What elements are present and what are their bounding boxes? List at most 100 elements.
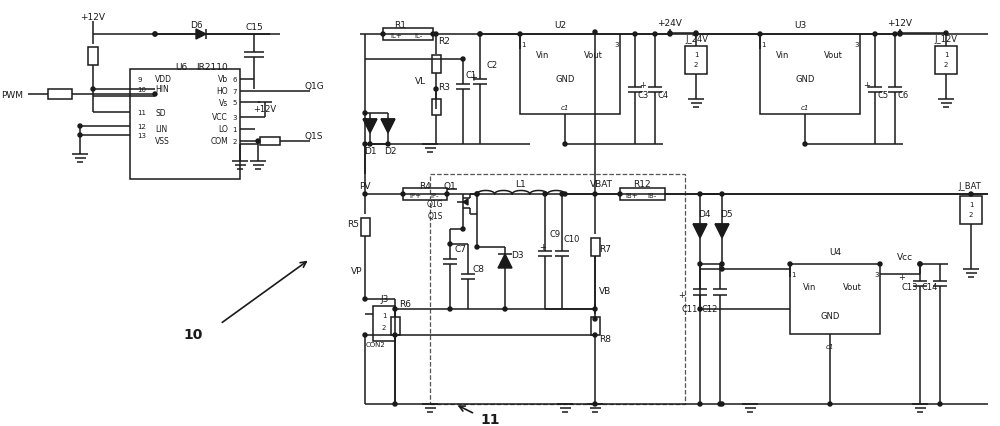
- Circle shape: [694, 32, 698, 36]
- Circle shape: [698, 193, 702, 196]
- Text: J_12V: J_12V: [934, 35, 958, 44]
- Circle shape: [393, 333, 397, 337]
- Text: IB-: IB-: [647, 193, 657, 199]
- Bar: [88, 48, 98, 66]
- Circle shape: [434, 88, 438, 92]
- Text: 3: 3: [615, 42, 619, 48]
- Text: C7: C7: [454, 245, 466, 254]
- Circle shape: [478, 33, 482, 37]
- Bar: [130, 70, 240, 180]
- Text: L1: L1: [516, 180, 526, 189]
- Text: D1: D1: [364, 147, 376, 156]
- Circle shape: [898, 32, 902, 36]
- Text: +: +: [540, 243, 546, 252]
- Text: 11: 11: [137, 110, 146, 116]
- Text: 1: 1: [944, 52, 948, 58]
- Circle shape: [393, 402, 397, 406]
- Circle shape: [918, 262, 922, 266]
- Text: VB: VB: [599, 287, 611, 296]
- Circle shape: [434, 33, 438, 37]
- Circle shape: [720, 262, 724, 266]
- Circle shape: [944, 32, 948, 36]
- Bar: [361, 219, 370, 236]
- Circle shape: [518, 33, 522, 37]
- Circle shape: [448, 242, 452, 246]
- Text: PV: PV: [359, 182, 371, 191]
- Text: R3: R3: [438, 82, 450, 91]
- Text: Q1G: Q1G: [304, 81, 324, 90]
- Text: 2: 2: [382, 324, 386, 330]
- Circle shape: [475, 193, 479, 196]
- Text: C5: C5: [877, 90, 889, 99]
- Circle shape: [633, 33, 637, 37]
- Text: R1: R1: [394, 21, 406, 30]
- Text: 3: 3: [233, 115, 237, 121]
- Text: R4: R4: [419, 182, 431, 191]
- Circle shape: [593, 317, 597, 321]
- Text: VL: VL: [414, 77, 426, 86]
- Text: 12: 12: [137, 124, 146, 130]
- Text: Vin: Vin: [803, 282, 817, 291]
- Circle shape: [593, 193, 597, 196]
- Text: C4: C4: [657, 90, 669, 99]
- Bar: [403, 189, 447, 201]
- Text: R12: R12: [633, 180, 651, 189]
- Circle shape: [593, 307, 597, 311]
- Circle shape: [668, 33, 672, 37]
- Circle shape: [593, 402, 597, 406]
- Circle shape: [448, 307, 452, 311]
- Circle shape: [478, 33, 482, 37]
- Circle shape: [918, 262, 922, 266]
- Circle shape: [938, 402, 942, 406]
- Text: 3: 3: [855, 42, 859, 48]
- Circle shape: [363, 193, 367, 196]
- Circle shape: [720, 268, 724, 271]
- Text: U6: U6: [175, 62, 187, 71]
- Circle shape: [363, 112, 367, 116]
- Text: COM: COM: [210, 137, 228, 146]
- Text: HO: HO: [216, 87, 228, 96]
- Circle shape: [618, 193, 622, 196]
- Text: LO: LO: [218, 125, 228, 134]
- Circle shape: [386, 143, 390, 147]
- Circle shape: [828, 402, 832, 406]
- Text: 2: 2: [694, 62, 698, 68]
- Circle shape: [694, 33, 698, 37]
- Circle shape: [560, 193, 564, 196]
- Circle shape: [593, 31, 597, 35]
- Bar: [432, 56, 441, 74]
- Text: 1: 1: [233, 127, 237, 132]
- Text: C13: C13: [902, 282, 918, 291]
- Bar: [960, 196, 982, 225]
- Circle shape: [788, 262, 792, 266]
- Circle shape: [720, 193, 724, 196]
- Text: 5: 5: [233, 100, 237, 106]
- Circle shape: [698, 402, 702, 406]
- Circle shape: [153, 33, 157, 37]
- Text: D6: D6: [190, 21, 202, 30]
- Text: Vb: Vb: [218, 75, 228, 84]
- Text: 13: 13: [137, 132, 146, 139]
- Text: C14: C14: [922, 282, 938, 291]
- Text: GND: GND: [555, 75, 575, 84]
- Circle shape: [368, 143, 372, 147]
- Text: PWM: PWM: [1, 90, 23, 99]
- Text: 1: 1: [791, 271, 795, 277]
- Circle shape: [431, 33, 435, 37]
- Circle shape: [461, 227, 465, 231]
- Text: R2: R2: [438, 37, 450, 46]
- Text: U2: U2: [554, 21, 566, 30]
- Polygon shape: [196, 30, 206, 40]
- Text: +24V: +24V: [658, 20, 682, 29]
- Text: IL-: IL-: [414, 33, 422, 39]
- Text: VBAT: VBAT: [590, 180, 613, 189]
- Circle shape: [475, 193, 479, 196]
- Text: c1: c1: [561, 105, 569, 111]
- Text: VSS: VSS: [155, 137, 170, 146]
- Bar: [48, 90, 72, 100]
- Text: 2: 2: [969, 211, 973, 218]
- Circle shape: [503, 307, 507, 311]
- Circle shape: [363, 333, 367, 337]
- Text: 9: 9: [137, 77, 142, 83]
- Text: C10: C10: [564, 235, 580, 244]
